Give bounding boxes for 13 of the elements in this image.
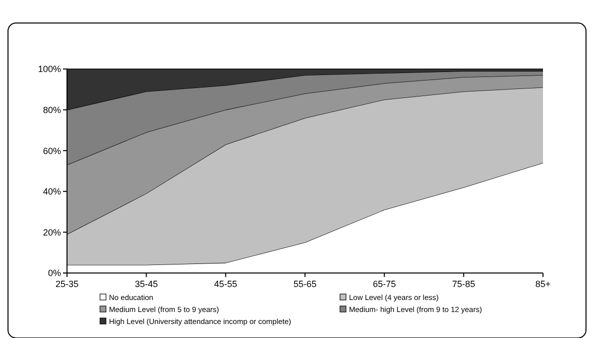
x-tick-label: 35-45 <box>134 279 158 289</box>
x-tick-label: 75-85 <box>452 279 476 289</box>
y-tick-label: 100% <box>38 64 61 74</box>
y-tick-label: 40% <box>42 186 61 197</box>
x-tick-label: 45-55 <box>214 279 238 289</box>
y-tick-label: 0% <box>48 268 61 278</box>
y-tick-label: 60% <box>42 146 61 156</box>
y-tick-label: 80% <box>42 104 61 115</box>
y-tick-label: 20% <box>42 227 61 238</box>
x-tick-label: 55-65 <box>293 279 317 289</box>
x-tick-label: 85+ <box>535 279 551 289</box>
x-tick-label: 65-75 <box>372 279 396 289</box>
x-tick-label: 25-35 <box>55 279 79 289</box>
